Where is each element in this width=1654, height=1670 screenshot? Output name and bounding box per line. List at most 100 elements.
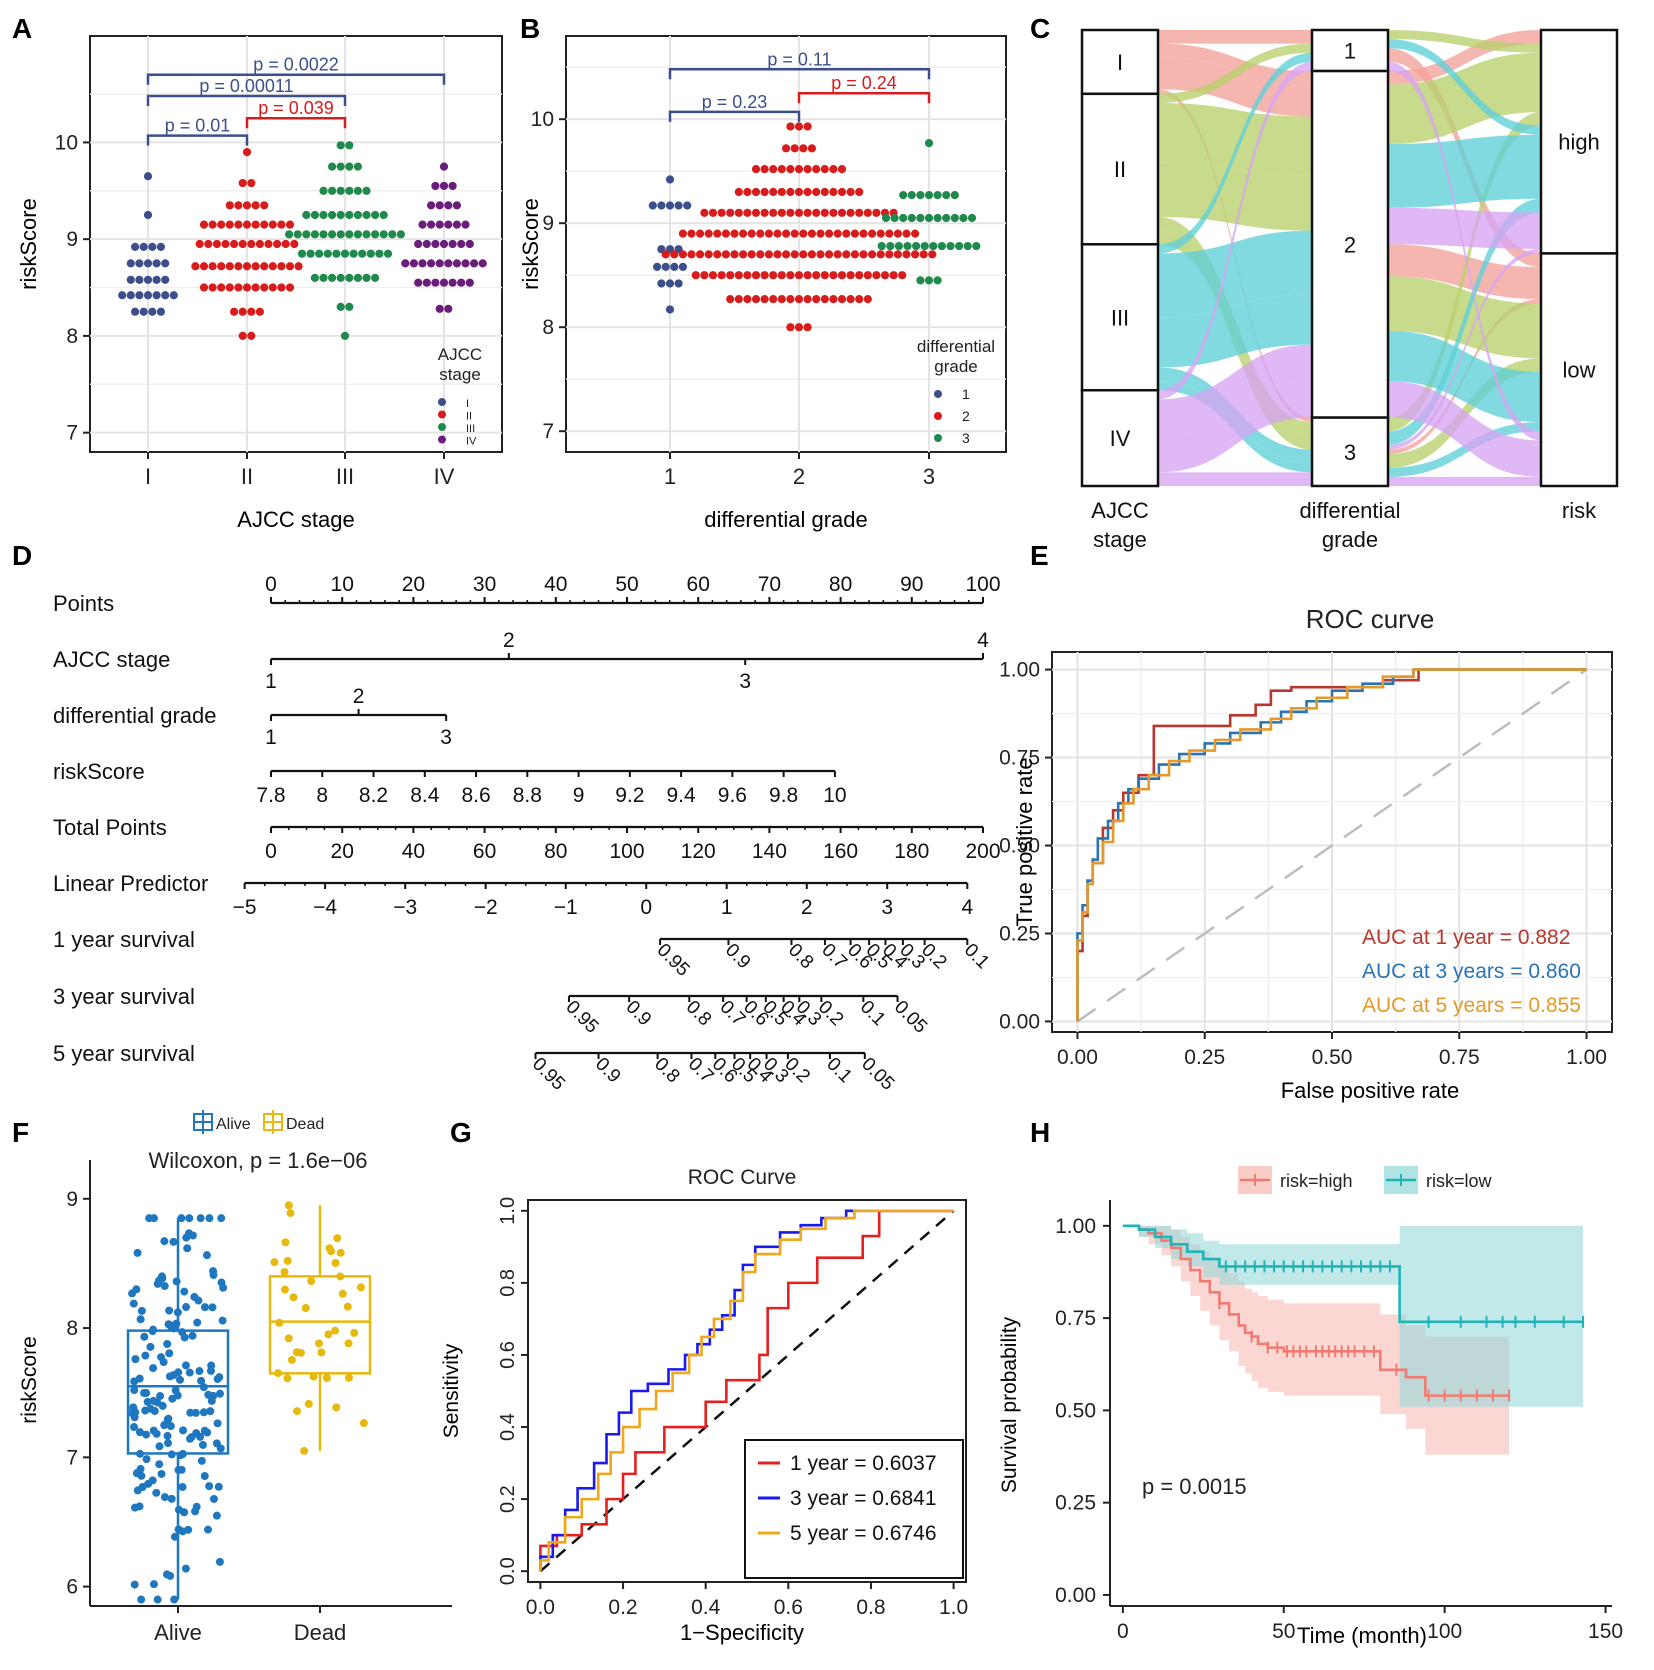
data-point-ii	[290, 239, 299, 249]
data-point-2	[833, 229, 842, 238]
data-point-iii	[345, 302, 354, 311]
jitter-point-alive	[170, 1595, 179, 1604]
data-point-i	[135, 275, 144, 284]
jitter-point-alive	[145, 1214, 154, 1223]
nomogram-tick-label: 40	[544, 573, 567, 596]
nomogram-tick-label: −1	[554, 896, 578, 919]
y-tick-label: 0.0	[497, 1557, 519, 1585]
jitter-point-alive	[146, 1342, 155, 1351]
nomogram-row-label: Total Points	[53, 815, 167, 840]
data-point-2	[721, 229, 731, 238]
jitter-point-alive	[165, 1349, 174, 1358]
data-point-2	[812, 295, 821, 304]
legend-auc-label: AUC at 5 years = 0.855	[1362, 994, 1581, 1017]
data-point-iv	[409, 259, 418, 268]
data-point-iii	[285, 230, 294, 239]
data-point-i	[143, 275, 153, 284]
x-tick-label: 1.0	[939, 1596, 968, 1619]
jitter-point-alive	[183, 1244, 192, 1253]
data-point-2	[807, 229, 817, 238]
nomogram-tick-label: −5	[233, 896, 257, 919]
data-point-2	[782, 229, 791, 238]
data-point-1	[665, 279, 675, 288]
nomogram-tick-label: 160	[823, 840, 858, 863]
data-point-2	[743, 295, 752, 304]
jitter-point-dead	[333, 1234, 342, 1243]
data-point-2	[769, 208, 778, 217]
jitter-point-alive	[214, 1482, 223, 1491]
nomogram-tick-label: 2	[353, 685, 365, 708]
comparison-p-value: p = 0.11	[767, 49, 831, 69]
jitter-point-dead	[317, 1348, 326, 1357]
data-point-2	[911, 250, 920, 259]
legend-label: 1	[962, 386, 970, 402]
data-point-2	[786, 295, 795, 304]
jitter-point-alive	[152, 1429, 161, 1438]
x-tick-label: 1.00	[1566, 1046, 1607, 1069]
data-point-iii	[310, 230, 319, 239]
jitter-point-alive	[194, 1296, 203, 1305]
panel-b: B 7 8 9 10 1 2 3 p = 0.23 p = 0.24p = 0.11 differe…	[518, 13, 1007, 532]
data-point-iii	[323, 249, 332, 258]
nomogram-row-label: AJCC stage	[53, 647, 170, 672]
data-point-ii	[251, 201, 260, 210]
jitter-point-alive	[155, 1276, 164, 1285]
jitter-point-dead	[327, 1247, 336, 1256]
nomogram-tick-label: 80	[829, 573, 852, 596]
nomogram-tick-label: 60	[687, 573, 710, 596]
ylabel-title-g: Sensitivity	[440, 1343, 463, 1438]
data-point-ii	[294, 262, 303, 271]
data-point-2	[846, 208, 855, 217]
legend-label: 5 year = 0.6746	[790, 1522, 937, 1545]
data-point-ii	[230, 307, 239, 316]
jitter-point-alive	[163, 1340, 172, 1349]
nomogram-tick-label: 2	[801, 896, 813, 919]
data-point-ii	[208, 220, 217, 229]
data-point-2	[902, 250, 911, 259]
data-point-ii	[199, 262, 209, 271]
data-point-2	[700, 271, 709, 280]
data-point-3	[933, 213, 942, 223]
y-tick-label: 0.00	[1055, 1584, 1096, 1607]
data-point-ii	[242, 147, 252, 157]
flow-band-stage-iii	[1158, 52, 1312, 254]
data-point-2	[726, 295, 735, 304]
data-point-1	[661, 262, 670, 271]
nomogram-tick-label: 8.6	[461, 784, 490, 807]
data-point-2	[872, 271, 881, 280]
data-point-iii	[328, 230, 337, 239]
flow-band-stage-iv	[1388, 476, 1541, 486]
data-point-ii	[238, 331, 247, 341]
nomogram-tick-label: 10	[331, 573, 354, 596]
data-point-iii	[379, 230, 388, 239]
y-tick-label: 7	[66, 422, 78, 445]
jitter-point-alive	[199, 1408, 208, 1417]
data-point-2	[743, 187, 752, 197]
jitter-point-alive	[209, 1271, 218, 1280]
data-point-2	[794, 295, 804, 304]
box-alive	[126, 1329, 230, 1455]
x-tick-label: IV	[434, 464, 455, 489]
jitter-point-alive	[160, 1493, 169, 1502]
jitter-point-alive	[137, 1306, 146, 1315]
data-point-i	[161, 291, 170, 300]
jitter-point-alive	[205, 1482, 214, 1491]
jitter-point-alive	[160, 1282, 169, 1291]
data-point-2	[726, 208, 735, 217]
data-point-2	[687, 229, 696, 238]
data-point-iii	[345, 210, 354, 220]
legend: Alive Dead	[193, 1110, 324, 1134]
data-point-1	[674, 201, 683, 210]
legend-label: IV	[466, 436, 477, 448]
data-point-3	[912, 241, 921, 251]
data-point-iii	[362, 273, 371, 282]
jitter-point-alive	[128, 1289, 137, 1298]
y-tick-label: 8	[66, 325, 78, 348]
data-point-iii	[362, 186, 371, 195]
x-tick-label: 2	[793, 464, 805, 489]
flow-band-stage-iv	[1158, 472, 1312, 477]
jitter-point-dead	[322, 1374, 331, 1383]
data-point-2	[794, 122, 804, 131]
data-point-iii	[319, 186, 328, 195]
data-point-iv	[435, 259, 444, 268]
